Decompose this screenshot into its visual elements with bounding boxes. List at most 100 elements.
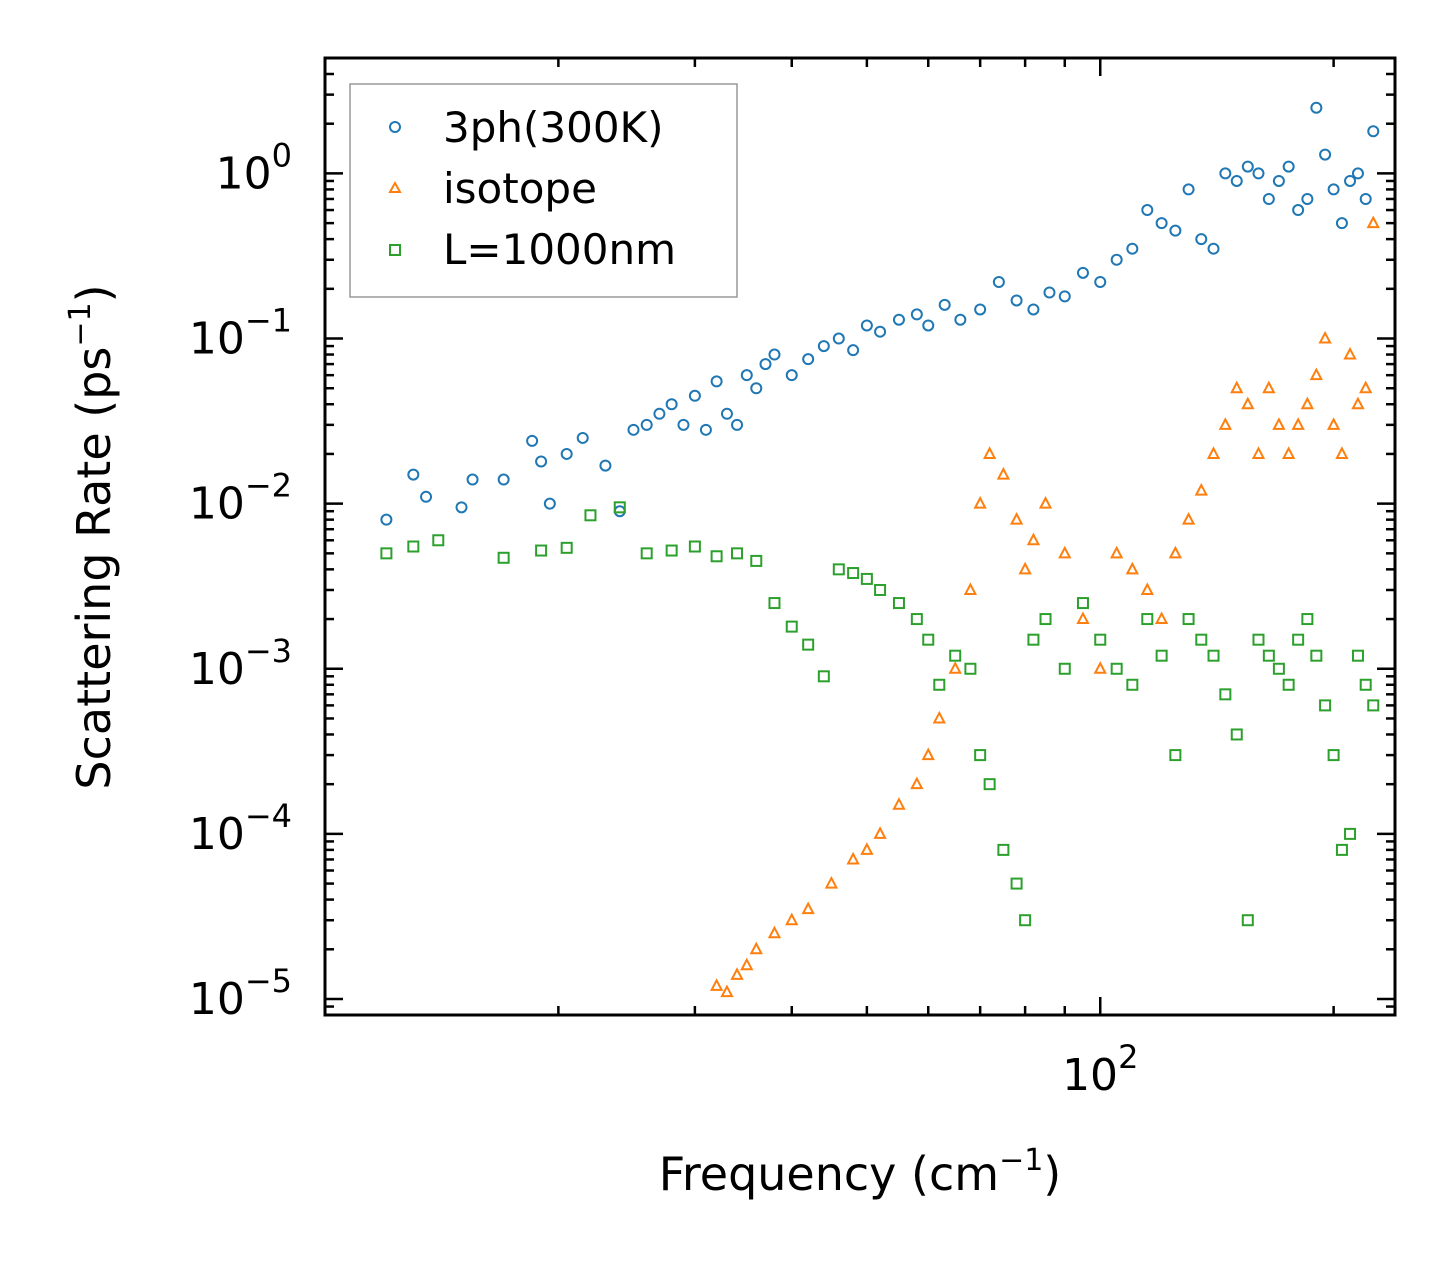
data-point-square (613, 501, 626, 514)
data-point-circle (1076, 266, 1089, 279)
data-point-triangle (1366, 215, 1380, 229)
data-point-square (1219, 688, 1232, 701)
data-point-triangle (973, 495, 987, 509)
y-tick-label: 10−4 (189, 797, 292, 860)
data-point-square (817, 670, 830, 683)
data-point-triangle (730, 967, 744, 980)
data-point-square (1335, 843, 1348, 856)
data-point-square (535, 544, 548, 557)
data-point-circle (922, 319, 935, 332)
data-point-circle (420, 490, 433, 503)
data-point-circle (1094, 275, 1107, 288)
data-point-circle (768, 348, 781, 361)
data-point-square (1319, 699, 1332, 712)
data-point-square (1207, 649, 1220, 662)
data-point-square (1252, 633, 1265, 646)
data-point-circle (1344, 174, 1357, 187)
data-point-circle (1241, 160, 1254, 173)
data-point-square (910, 613, 923, 626)
data-point-triangle (1058, 545, 1072, 559)
data-point-triangle (996, 466, 1011, 480)
data-point-circle (526, 434, 539, 447)
data-point-circle (1010, 294, 1023, 307)
data-point-square (860, 572, 873, 585)
data-point-circle (720, 407, 733, 420)
data-point-square (432, 534, 445, 547)
data-point-triangle (1125, 561, 1139, 575)
data-point-triangle (740, 957, 754, 971)
legend-box (349, 83, 738, 298)
data-point-circle (1262, 192, 1275, 205)
data-point-circle (817, 340, 830, 353)
legend-label-3ph: 3ph(300K) (443, 103, 663, 152)
y-tick-label: 100 (216, 136, 292, 199)
data-point-circle (688, 389, 701, 402)
data-point-circle (1359, 192, 1372, 205)
y-tick-labels: 100 10−1 10−2 10−3 10−4 10−5 (189, 136, 292, 1025)
data-point-square (497, 551, 510, 564)
data-point-circle (954, 313, 967, 326)
data-point-square (1141, 613, 1154, 626)
data-point-circle (1327, 183, 1340, 196)
data-point-circle (938, 298, 951, 311)
data-point-triangle (1326, 417, 1341, 430)
data-point-circle (860, 319, 873, 332)
data-point-triangle (1026, 532, 1041, 546)
data-point-triangle (932, 710, 946, 724)
data-point-triangle (1272, 417, 1286, 430)
data-point-triangle (1018, 561, 1032, 575)
data-point-square (1262, 649, 1275, 662)
data-point-triangle (1009, 512, 1024, 525)
data-point-square (1301, 613, 1314, 626)
data-point-circle (785, 369, 798, 382)
y-tick-label: 10−1 (189, 302, 292, 365)
data-point-circle (1282, 160, 1295, 173)
data-point-circle (407, 468, 420, 481)
data-point-circle (1126, 242, 1139, 255)
data-point-triangle (1154, 611, 1169, 625)
data-point-triangle (846, 851, 860, 865)
data-point-triangle (948, 661, 962, 674)
data-point-circle (1230, 174, 1243, 187)
data-point-square (380, 547, 393, 560)
data-point-triangle (767, 925, 782, 939)
data-point-square (750, 554, 763, 567)
data-point-triangle (801, 901, 815, 915)
data-point-triangle (1194, 482, 1208, 496)
data-point-circle (847, 344, 860, 357)
data-point-triangle (1300, 396, 1315, 410)
data-point-circle (1207, 242, 1220, 255)
data-point-triangle (921, 747, 935, 761)
data-point-circle (560, 447, 573, 460)
data-point-triangle (709, 978, 724, 991)
data-point-triangle (1241, 396, 1255, 410)
data-point-circle (1351, 167, 1364, 180)
data-point-triangle (749, 941, 763, 955)
data-point-square (584, 509, 597, 522)
data-point-circle (992, 275, 1005, 288)
data-point-square (1155, 649, 1168, 662)
data-point-triangle (720, 984, 734, 998)
data-point-triangle (1351, 396, 1365, 410)
x-tick-labels: 102 (1062, 1038, 1138, 1101)
data-point-circle (1335, 217, 1348, 230)
data-point-square (1351, 649, 1364, 662)
data-point-circle (543, 497, 556, 510)
data-points (380, 101, 1380, 998)
data-point-circle (455, 501, 468, 514)
legend-label-isotope: isotope (443, 164, 597, 213)
data-point-square (922, 633, 935, 646)
data-point-triangle (1181, 512, 1196, 525)
data-point-circle (599, 459, 612, 472)
data-point-circle (640, 418, 653, 431)
data-point-triangle (1262, 380, 1276, 394)
data-point-circle (832, 332, 845, 345)
data-point-circle (1272, 174, 1285, 187)
data-point-square (1076, 597, 1089, 610)
data-point-triangle (1110, 545, 1124, 559)
data-point-circle (874, 325, 887, 338)
legend-marker-isotope (388, 180, 402, 193)
data-point-triangle (1140, 582, 1154, 595)
data-point-triangle (785, 912, 799, 926)
data-point-square (1182, 613, 1195, 626)
